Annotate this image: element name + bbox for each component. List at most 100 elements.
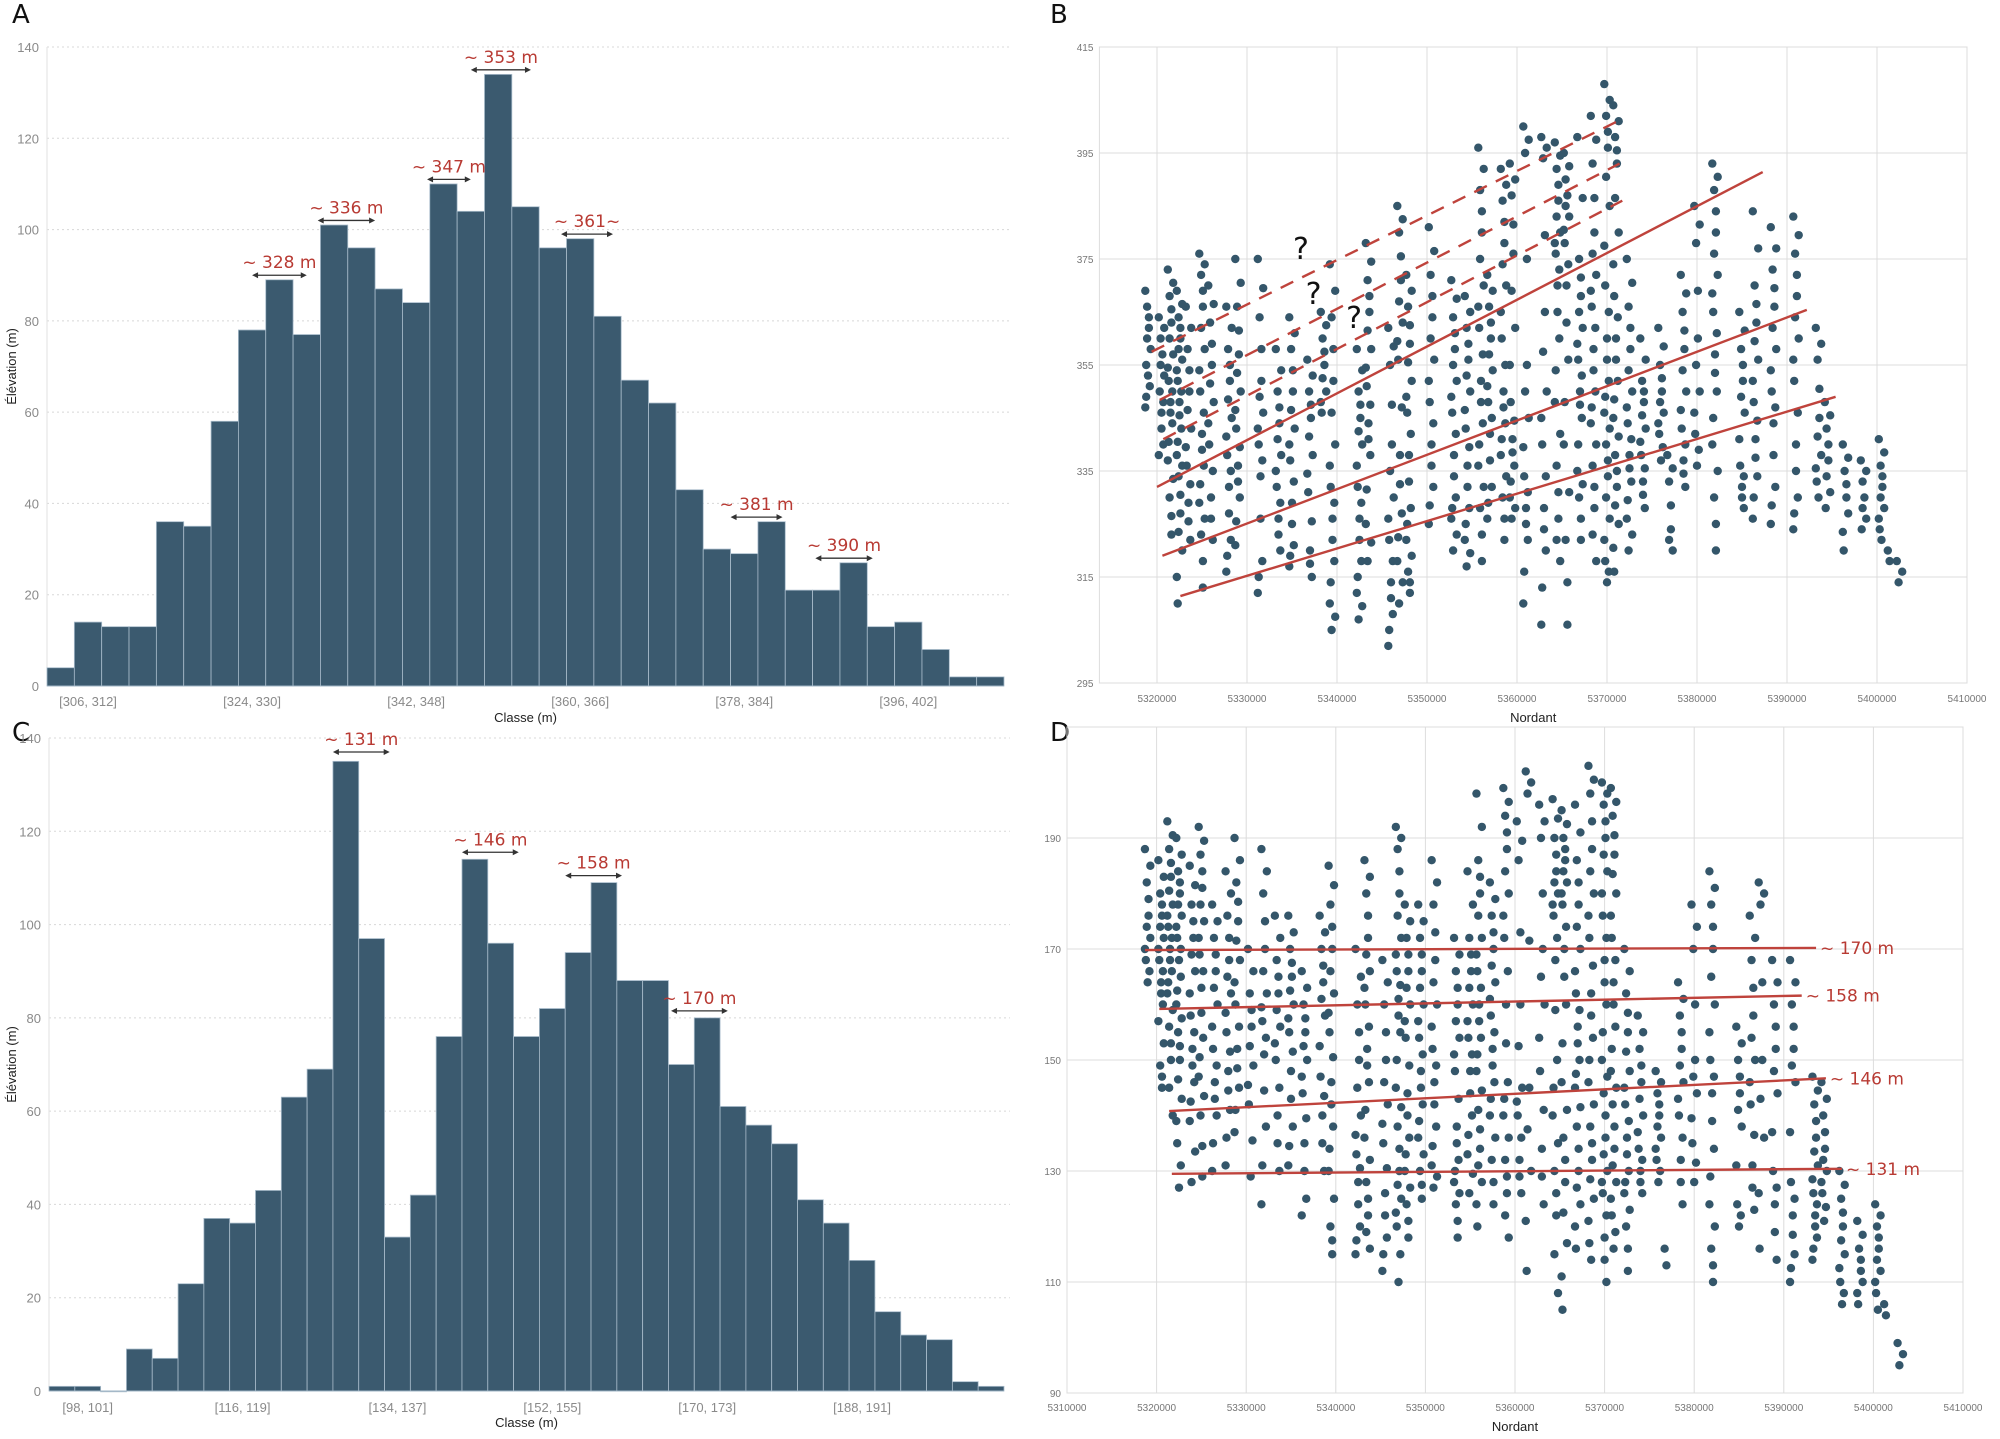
data-point (1302, 1194, 1311, 1203)
data-point (1405, 578, 1415, 587)
data-point (1393, 556, 1402, 566)
data-point (1563, 620, 1572, 629)
data-point (1660, 1244, 1669, 1253)
data-point (1429, 900, 1438, 909)
data-point (1751, 435, 1760, 444)
data-point (1402, 983, 1411, 993)
data-point (1809, 1189, 1818, 1198)
data-point (1785, 1127, 1795, 1137)
data-point (1586, 789, 1595, 798)
data-point (1365, 307, 1374, 317)
data-point (1464, 339, 1473, 348)
histogram-bar (487, 942, 514, 1392)
data-point (1570, 967, 1580, 976)
histogram-panel-a: A 0 20 40 60 80 100 120 140 [306, 312] [324, 330]… (0, 0, 1020, 725)
data-point (1190, 967, 1200, 976)
data-point (1298, 1089, 1307, 1098)
data-point (1655, 1111, 1664, 1120)
data-point (1328, 1236, 1337, 1245)
data-point (1749, 493, 1758, 502)
data-point (1406, 429, 1415, 439)
data-point (1448, 503, 1457, 513)
data-point (1857, 525, 1866, 534)
data-point (1222, 1028, 1231, 1037)
trend-line-label: ~ 146 m (1830, 1069, 1904, 1089)
data-point (1512, 1097, 1521, 1106)
data-point (1824, 440, 1833, 449)
data-point (1840, 1250, 1849, 1259)
data-point (1429, 1183, 1438, 1192)
data-point (1208, 1044, 1218, 1054)
data-point (1195, 249, 1204, 258)
data-point (1379, 1250, 1388, 1259)
data-point (1557, 806, 1566, 815)
data-point (1365, 872, 1375, 882)
data-point (1231, 405, 1240, 415)
data-point (1195, 498, 1204, 507)
data-point (1198, 1141, 1207, 1151)
data-point (1600, 408, 1609, 417)
data-point (1813, 355, 1822, 364)
histogram-bar (745, 1124, 773, 1392)
data-point (1638, 1189, 1647, 1198)
data-point (1608, 869, 1617, 879)
data-point (1571, 1069, 1581, 1079)
data-point (1558, 900, 1567, 909)
x-tick-label: 5330000 (1227, 1403, 1266, 1414)
histogram-bar (384, 1236, 411, 1392)
data-point (1565, 212, 1574, 221)
data-point (1401, 1033, 1410, 1042)
data-point (1224, 1086, 1233, 1095)
data-point (1319, 961, 1328, 970)
histogram-bar (229, 1222, 256, 1392)
data-point (1878, 472, 1887, 481)
data-point (1483, 382, 1492, 391)
data-point (1142, 302, 1152, 311)
data-point (1810, 1100, 1819, 1109)
histogram-bar (948, 676, 978, 687)
data-point (1520, 387, 1530, 396)
data-point (1625, 1205, 1634, 1215)
data-point (1754, 244, 1763, 253)
data-point (1559, 225, 1568, 235)
x-tick-label: [360, 366] (551, 694, 609, 709)
data-point (1235, 955, 1245, 965)
data-point (1234, 1022, 1244, 1031)
data-point (1664, 535, 1674, 545)
data-point (1790, 1194, 1799, 1203)
data-point (1652, 1155, 1661, 1165)
data-point (1397, 1102, 1406, 1112)
data-point (1182, 461, 1191, 470)
data-point (1628, 387, 1637, 396)
data-point (1625, 967, 1634, 976)
data-point (1735, 1072, 1745, 1081)
data-point (1552, 212, 1561, 221)
annotation-arrowhead-right (776, 514, 783, 521)
data-point (1551, 1005, 1560, 1015)
data-point (1575, 400, 1585, 409)
data-point (1188, 1044, 1197, 1054)
histogram-bar (265, 279, 294, 687)
histogram-bar (566, 238, 595, 687)
y-tick-label: 355 (1077, 361, 1094, 372)
histogram-bar (177, 1283, 205, 1392)
data-point (1429, 419, 1438, 428)
data-point (1187, 900, 1196, 909)
data-point (1586, 286, 1595, 295)
data-point (1425, 397, 1434, 407)
data-point (1572, 1122, 1582, 1131)
data-point (1262, 867, 1272, 876)
data-point (1517, 1189, 1526, 1198)
data-point (1414, 1116, 1424, 1126)
data-point (1450, 344, 1460, 354)
data-point (1622, 1133, 1632, 1142)
data-point (1586, 1011, 1596, 1020)
data-point (1276, 933, 1285, 943)
data-point (1571, 989, 1581, 998)
data-point (1387, 440, 1397, 449)
data-point (1327, 625, 1336, 635)
scatter-b: 5320000 5330000 5340000 5350000 5360000 53700… (1077, 43, 1987, 725)
data-point (1401, 1150, 1410, 1159)
data-point (1601, 817, 1610, 826)
data-point (1176, 509, 1185, 518)
